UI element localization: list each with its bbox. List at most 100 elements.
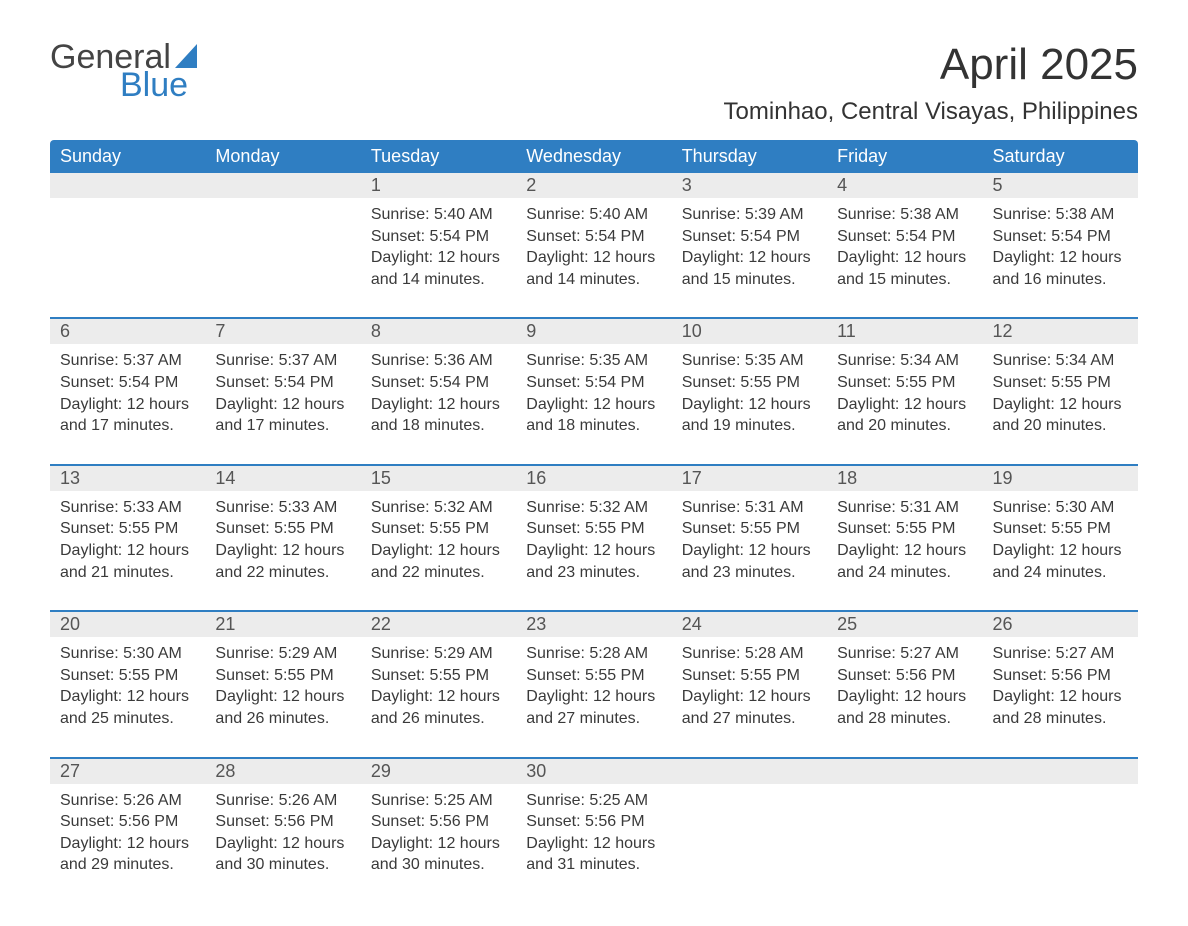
day-detail-row: Sunrise: 5:26 AMSunset: 5:56 PMDaylight:… <box>50 784 1138 886</box>
sunset-label: Sunset: <box>526 520 585 537</box>
sunrise-label: Sunrise: <box>993 645 1056 662</box>
sunset-label: Sunset: <box>682 520 741 537</box>
sunrise-line: Sunrise: 5:34 AM <box>993 350 1128 372</box>
sunset-line: Sunset: 5:55 PM <box>60 665 195 687</box>
daylight-label: Daylight: <box>993 249 1060 266</box>
sunset-line: Sunset: 5:54 PM <box>837 226 972 248</box>
day-number-cell <box>205 173 360 198</box>
sunrise-line: Sunrise: 5:29 AM <box>371 643 506 665</box>
sunset-value: 5:55 PM <box>430 667 490 684</box>
daylight-line: Daylight: 12 hours and 20 minutes. <box>837 394 972 437</box>
sunset-label: Sunset: <box>371 228 430 245</box>
day-number-cell: 10 <box>672 318 827 344</box>
sunrise-line: Sunrise: 5:26 AM <box>60 790 195 812</box>
sunset-value: 5:55 PM <box>430 520 490 537</box>
sunrise-label: Sunrise: <box>526 792 589 809</box>
sunset-line: Sunset: 5:56 PM <box>993 665 1128 687</box>
daylight-label: Daylight: <box>682 396 749 413</box>
daylight-line: Daylight: 12 hours and 23 minutes. <box>682 540 817 583</box>
sunrise-value: 5:31 AM <box>900 499 959 516</box>
sunset-value: 5:55 PM <box>585 520 645 537</box>
daylight-line: Daylight: 12 hours and 18 minutes. <box>526 394 661 437</box>
sunset-label: Sunset: <box>526 813 585 830</box>
sunset-line: Sunset: 5:55 PM <box>215 665 350 687</box>
sunrise-value: 5:27 AM <box>900 645 959 662</box>
daylight-label: Daylight: <box>682 688 749 705</box>
sunrise-label: Sunrise: <box>60 792 123 809</box>
day-detail-cell: Sunrise: 5:36 AMSunset: 5:54 PMDaylight:… <box>361 344 516 446</box>
sunset-value: 5:55 PM <box>274 520 334 537</box>
day-number-cell: 24 <box>672 611 827 637</box>
sunrise-line: Sunrise: 5:38 AM <box>993 204 1128 226</box>
daylight-line: Daylight: 12 hours and 19 minutes. <box>682 394 817 437</box>
daylight-label: Daylight: <box>371 249 438 266</box>
sunrise-line: Sunrise: 5:39 AM <box>682 204 817 226</box>
week-separator <box>50 740 1138 758</box>
sunrise-value: 5:28 AM <box>589 645 648 662</box>
day-number-cell: 29 <box>361 758 516 784</box>
sunrise-line: Sunrise: 5:32 AM <box>526 497 661 519</box>
day-detail-cell: Sunrise: 5:27 AMSunset: 5:56 PMDaylight:… <box>827 637 982 739</box>
sunset-line: Sunset: 5:55 PM <box>60 518 195 540</box>
sunrise-value: 5:35 AM <box>745 352 804 369</box>
sunset-label: Sunset: <box>837 667 896 684</box>
daylight-line: Daylight: 12 hours and 24 minutes. <box>837 540 972 583</box>
sunrise-label: Sunrise: <box>837 206 900 223</box>
sunset-line: Sunset: 5:55 PM <box>526 665 661 687</box>
sunrise-value: 5:29 AM <box>279 645 338 662</box>
brand-logo: General Blue <box>50 40 205 102</box>
sunset-label: Sunset: <box>993 667 1052 684</box>
sunrise-line: Sunrise: 5:33 AM <box>60 497 195 519</box>
sunrise-value: 5:39 AM <box>745 206 804 223</box>
sunset-line: Sunset: 5:54 PM <box>371 372 506 394</box>
daylight-label: Daylight: <box>60 542 127 559</box>
sunrise-line: Sunrise: 5:37 AM <box>215 350 350 372</box>
sunrise-value: 5:34 AM <box>900 352 959 369</box>
sunrise-label: Sunrise: <box>371 645 434 662</box>
day-detail-cell: Sunrise: 5:31 AMSunset: 5:55 PMDaylight:… <box>672 491 827 593</box>
sunrise-line: Sunrise: 5:31 AM <box>837 497 972 519</box>
sunset-value: 5:55 PM <box>274 667 334 684</box>
day-number-row: 20212223242526 <box>50 611 1138 637</box>
sunrise-line: Sunrise: 5:36 AM <box>371 350 506 372</box>
sunset-line: Sunset: 5:55 PM <box>371 518 506 540</box>
calendar-table: SundayMondayTuesdayWednesdayThursdayFrid… <box>50 140 1138 886</box>
day-detail-cell: Sunrise: 5:26 AMSunset: 5:56 PMDaylight:… <box>205 784 360 886</box>
weekday-header: Wednesday <box>516 140 671 173</box>
sunrise-label: Sunrise: <box>993 206 1056 223</box>
sunset-label: Sunset: <box>682 228 741 245</box>
weekday-header: Friday <box>827 140 982 173</box>
daylight-label: Daylight: <box>371 835 438 852</box>
day-detail-cell <box>205 198 360 300</box>
day-detail-cell: Sunrise: 5:37 AMSunset: 5:54 PMDaylight:… <box>205 344 360 446</box>
sunset-label: Sunset: <box>215 813 274 830</box>
daylight-label: Daylight: <box>526 688 593 705</box>
sunset-line: Sunset: 5:54 PM <box>682 226 817 248</box>
sunset-label: Sunset: <box>837 520 896 537</box>
sunrise-value: 5:36 AM <box>434 352 493 369</box>
daylight-line: Daylight: 12 hours and 22 minutes. <box>371 540 506 583</box>
sunrise-label: Sunrise: <box>993 352 1056 369</box>
sunset-value: 5:54 PM <box>585 374 645 391</box>
sunset-line: Sunset: 5:55 PM <box>371 665 506 687</box>
sunrise-line: Sunrise: 5:40 AM <box>371 204 506 226</box>
sunrise-value: 5:28 AM <box>745 645 804 662</box>
sunrise-label: Sunrise: <box>526 352 589 369</box>
sunset-line: Sunset: 5:55 PM <box>682 665 817 687</box>
day-number-cell: 30 <box>516 758 671 784</box>
day-number-cell: 21 <box>205 611 360 637</box>
day-detail-cell: Sunrise: 5:26 AMSunset: 5:56 PMDaylight:… <box>50 784 205 886</box>
day-detail-cell: Sunrise: 5:30 AMSunset: 5:55 PMDaylight:… <box>983 491 1138 593</box>
daylight-line: Daylight: 12 hours and 15 minutes. <box>837 247 972 290</box>
day-number-cell: 1 <box>361 173 516 198</box>
daylight-label: Daylight: <box>837 688 904 705</box>
sunset-value: 5:54 PM <box>430 374 490 391</box>
day-number-cell: 12 <box>983 318 1138 344</box>
day-number-cell: 26 <box>983 611 1138 637</box>
daylight-label: Daylight: <box>682 542 749 559</box>
sunrise-label: Sunrise: <box>526 499 589 516</box>
sunrise-value: 5:25 AM <box>434 792 493 809</box>
day-number-cell: 22 <box>361 611 516 637</box>
weekday-header: Sunday <box>50 140 205 173</box>
sunrise-value: 5:38 AM <box>900 206 959 223</box>
